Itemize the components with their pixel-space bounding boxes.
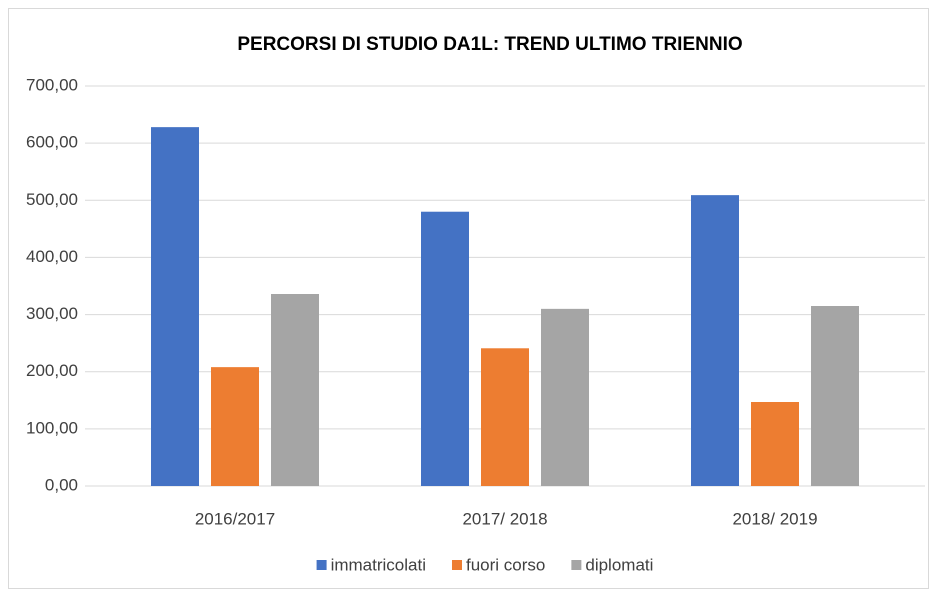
x-tick-label: 2017/ 2018 xyxy=(462,509,547,528)
y-tick-label: 100,00 xyxy=(26,418,78,437)
y-tick-label: 0,00 xyxy=(45,475,78,494)
bar xyxy=(151,127,199,487)
chart-title: PERCORSI DI STUDIO DA1L: TREND ULTIMO TR… xyxy=(237,34,742,55)
legend-swatch xyxy=(316,560,327,570)
y-tick-label: 600,00 xyxy=(26,133,78,152)
legend-swatch xyxy=(451,560,462,570)
x-tick-label: 2018/ 2019 xyxy=(732,509,817,528)
bar xyxy=(751,402,799,486)
y-tick-label: 400,00 xyxy=(26,247,78,266)
y-tick-label: 500,00 xyxy=(26,190,78,209)
bar xyxy=(481,348,529,486)
legend-label: diplomati xyxy=(585,555,653,574)
x-tick-label: 2016/2017 xyxy=(195,509,275,528)
legend-label: immatricolati xyxy=(331,555,426,574)
y-tick-label: 700,00 xyxy=(26,75,78,94)
bar xyxy=(271,294,319,486)
bar xyxy=(541,308,589,486)
bar xyxy=(421,211,469,486)
bar xyxy=(691,195,739,486)
bar xyxy=(211,367,259,486)
legend-swatch xyxy=(571,560,582,570)
legend-label: fuori corso xyxy=(466,555,545,574)
bar xyxy=(811,306,859,486)
y-tick-label: 200,00 xyxy=(26,361,78,380)
y-tick-label: 300,00 xyxy=(26,304,78,323)
